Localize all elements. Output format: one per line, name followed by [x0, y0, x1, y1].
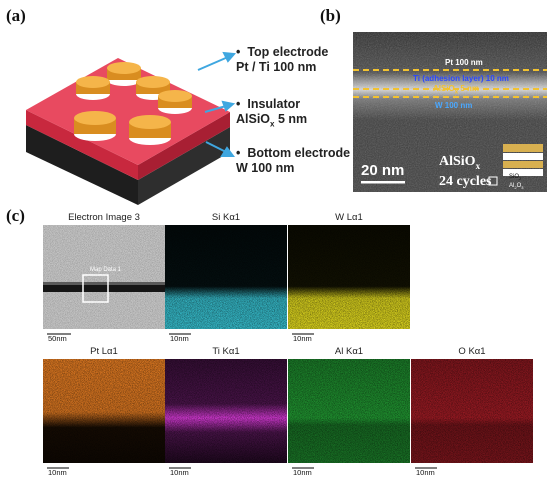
eds-tile-title: Si Kα1 — [211, 212, 241, 223]
eds-map — [411, 359, 533, 477]
tem-inset — [488, 144, 543, 186]
eds-tile-title: W Lα1 — [335, 212, 363, 223]
eds-scalebar-label: 10nm — [293, 468, 312, 477]
eds-map — [43, 359, 165, 477]
bottom-electrode-front — [26, 125, 138, 205]
eds-tile-title: Ti Kα1 — [212, 346, 240, 357]
tem-legend-al2o3: Al2O3 — [509, 183, 524, 191]
eds-map — [288, 359, 410, 477]
insulator-side — [138, 112, 230, 180]
tem-scalebar-label: 20 nm — [361, 162, 405, 179]
roi-label: Map Data 1 — [90, 267, 122, 273]
eds-scalebar-label: 10nm — [293, 334, 312, 343]
tem-legend-sio2: SiO2 — [509, 174, 522, 182]
eds-scalebar-label: 50nm — [48, 334, 67, 343]
eds-tile-title: Pt Lα1 — [90, 346, 118, 357]
label-insulator: • Insulator AlSiOx 5 nm — [236, 97, 308, 129]
panel-label-c: (c) — [6, 206, 25, 225]
panel-label-b: (b) — [320, 6, 341, 25]
callout-arrows — [197, 51, 237, 157]
label-bottom-electrode: • Bottom electrode W 100 nm — [236, 146, 351, 175]
eds-tile-title: O Kα1 — [458, 346, 486, 357]
tem-image: Pt 100 nm Ti (adhesion layer) 10 nm AlSi… — [353, 32, 547, 192]
eds-map — [165, 359, 287, 477]
eds-tile-title: Al Kα1 — [334, 346, 364, 357]
tem-texture — [353, 32, 547, 192]
eds-tile-title: Electron Image 3 — [68, 212, 140, 223]
tem-label-pt: Pt 100 nm — [445, 58, 483, 67]
bottom-electrode-side — [138, 127, 230, 205]
electron-image — [43, 225, 165, 343]
tem-inset-title: AlSiOx 24 cycles — [439, 154, 492, 189]
insulator-front — [26, 110, 138, 180]
eds-scalebar-label: 10nm — [170, 468, 189, 477]
tem-scalebar — [361, 181, 405, 184]
panel-label-a: (a) — [6, 6, 26, 25]
eds-map — [288, 225, 410, 343]
device-schematic — [26, 51, 237, 205]
eds-map — [165, 225, 287, 343]
tem-label-w: W 100 nm — [435, 101, 473, 110]
tem-label-alsiox: AlSiOx 5 nm — [433, 84, 480, 96]
top-electrode-pillars — [74, 62, 192, 145]
tem-label-ti: Ti (adhesion layer) 10 nm — [413, 74, 509, 83]
eds-scalebar-label: 10nm — [48, 468, 67, 477]
eds-scalebar-label: 10nm — [170, 334, 189, 343]
eds-scalebar-label: 10nm — [416, 468, 435, 477]
label-top-electrode: • Top electrode Pt / Ti 100 nm — [236, 45, 329, 74]
